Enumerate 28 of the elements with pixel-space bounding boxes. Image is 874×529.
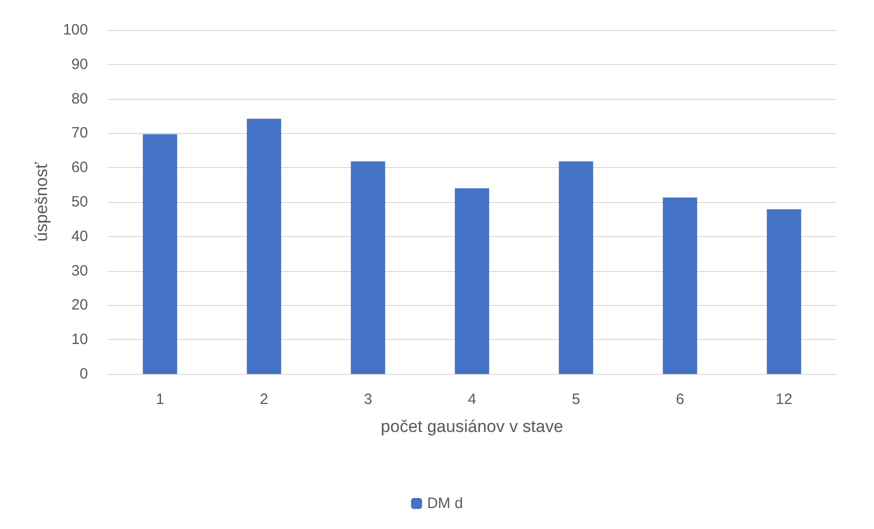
x-axis-title: počet gausiánov v stave: [380, 417, 564, 436]
y-tick-label: 30: [71, 262, 88, 280]
y-tick-label: 100: [62, 22, 88, 38]
bar: [662, 198, 698, 374]
bar: [766, 209, 802, 374]
bar: [350, 161, 386, 374]
y-tick-label: 90: [71, 56, 88, 73]
x-tick-label: 1: [156, 391, 164, 408]
y-tick-label: 70: [71, 124, 88, 142]
y-tick-label: 80: [71, 90, 88, 108]
y-tick-label: 10: [71, 331, 88, 348]
x-tick-label: 4: [468, 391, 476, 408]
x-tick-label: 3: [364, 391, 372, 408]
bar: [246, 118, 282, 374]
y-tick-label: 0: [80, 366, 88, 382]
x-tick-label: 6: [676, 391, 684, 408]
y-tick-label: 60: [71, 159, 88, 176]
x-tick-label: 12: [776, 391, 792, 408]
y-tick-label: 50: [71, 194, 88, 210]
bar: [142, 134, 178, 374]
y-tick-label: 20: [71, 296, 88, 314]
bar: [454, 188, 490, 374]
legend-label: DM d: [427, 495, 463, 512]
x-tick-label: 2: [260, 391, 268, 408]
y-axis-title: úspešnosť: [32, 162, 51, 242]
x-tick-label: 5: [572, 391, 580, 408]
bar: [558, 161, 594, 374]
y-tick-label: 40: [71, 228, 88, 245]
